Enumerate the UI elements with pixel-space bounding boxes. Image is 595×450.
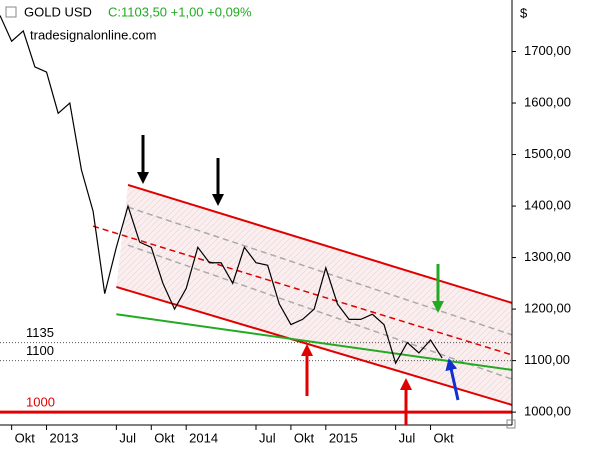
price-line xyxy=(0,15,443,365)
trendline xyxy=(116,285,512,406)
x-tick-label: Jul xyxy=(399,430,416,445)
y-tick-label: 1600,00 xyxy=(524,94,571,109)
x-tick-label: Okt xyxy=(294,430,315,445)
quote: C:1103,50 +1,00 +0,09% xyxy=(108,4,252,19)
x-tick-label: 2013 xyxy=(50,430,79,445)
trendline xyxy=(92,225,512,356)
chart-title: GOLD USD xyxy=(24,4,92,19)
corner-icon xyxy=(506,419,516,429)
currency: $ xyxy=(520,5,528,20)
y-tick-label: 1300,00 xyxy=(524,249,571,264)
channel-fill xyxy=(116,184,512,405)
level-label: 1000 xyxy=(26,395,55,410)
trendline xyxy=(127,183,512,304)
y-tick-label: 1100,00 xyxy=(524,352,570,367)
y-tick-label: 1700,00 xyxy=(524,43,571,58)
x-tick-label: Jul xyxy=(119,430,136,445)
level-label: 1135 xyxy=(26,325,54,340)
x-tick-label: 2015 xyxy=(329,430,358,445)
arrow xyxy=(445,358,460,401)
y-tick-label: 1500,00 xyxy=(524,146,571,161)
x-tick-label: 2014 xyxy=(189,430,218,445)
arrows xyxy=(137,135,460,425)
y-tick-label: 1400,00 xyxy=(524,197,571,212)
x-tick-label: Okt xyxy=(434,430,455,445)
watermark: tradesignalonline.com xyxy=(30,27,156,42)
level-label: 1100 xyxy=(26,343,54,358)
y-tick-label: 1000,00 xyxy=(524,404,571,419)
y-tick-label: 1200,00 xyxy=(524,301,571,316)
x-tick-label: Okt xyxy=(154,430,175,445)
x-tick-label: Jul xyxy=(259,430,276,445)
x-tick-label: Okt xyxy=(15,430,36,445)
trendline xyxy=(127,244,512,380)
trendline xyxy=(127,206,512,336)
symbol-icon xyxy=(5,6,17,18)
